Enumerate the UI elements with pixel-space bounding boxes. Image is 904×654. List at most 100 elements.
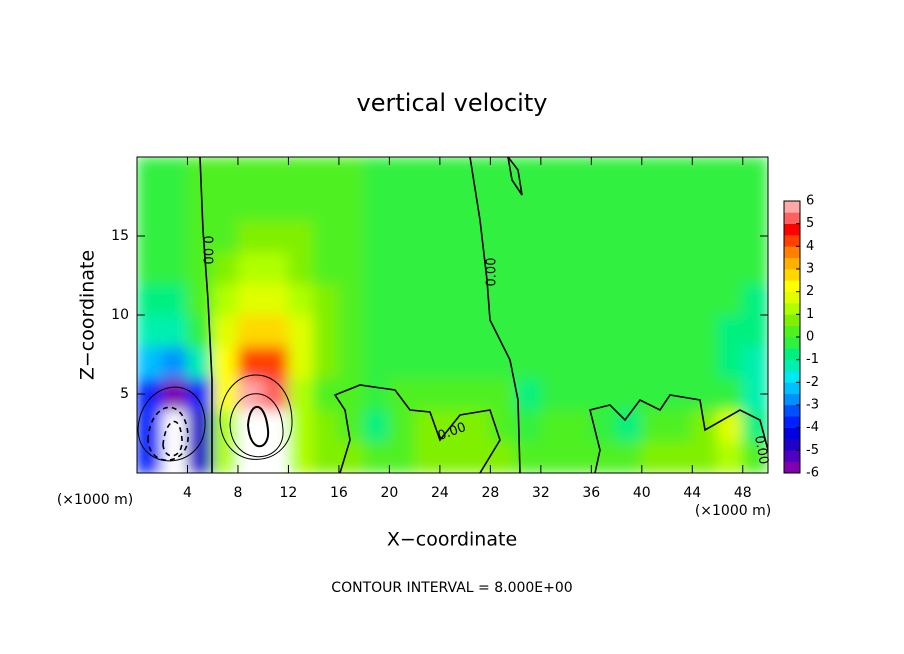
cell xyxy=(691,440,719,473)
cell xyxy=(540,377,567,411)
cell xyxy=(212,440,239,473)
cell xyxy=(540,314,567,348)
cell xyxy=(161,282,188,316)
colorbar-swatch xyxy=(784,359,800,372)
cell xyxy=(212,377,239,411)
cell xyxy=(313,188,340,221)
cell xyxy=(565,377,592,411)
cell xyxy=(742,346,768,379)
cell xyxy=(489,409,517,442)
colorbar-label: -3 xyxy=(806,398,819,413)
cell xyxy=(237,346,264,379)
cell xyxy=(212,409,239,442)
cell xyxy=(137,157,163,190)
cell xyxy=(161,409,188,442)
contour-line xyxy=(507,157,523,196)
cell xyxy=(262,251,289,284)
cell xyxy=(464,219,491,253)
cell xyxy=(262,157,289,190)
cell xyxy=(388,282,416,316)
cell xyxy=(439,314,466,348)
cell xyxy=(464,346,491,379)
cell xyxy=(338,377,365,411)
cell xyxy=(742,314,768,348)
colorbar-label: -6 xyxy=(806,466,819,481)
x-tick-label: 8 xyxy=(233,485,242,501)
cell xyxy=(742,282,768,316)
cell xyxy=(691,188,719,221)
cell xyxy=(313,377,340,411)
axes: 4 8 12 16 20 24 28 32 36 40 44 4851015-6-5-4-3-2-10… xyxy=(111,157,819,501)
cell xyxy=(464,377,491,411)
colorbar-swatch xyxy=(784,269,800,281)
cell xyxy=(237,282,264,316)
x-tick-label: 28 xyxy=(481,485,499,501)
cell xyxy=(287,377,315,411)
cell xyxy=(414,188,441,221)
colorbar-label: -4 xyxy=(806,420,819,435)
cell xyxy=(313,251,340,284)
cell xyxy=(641,346,668,379)
cell xyxy=(616,251,643,284)
cell xyxy=(414,157,441,190)
cell xyxy=(338,282,365,316)
cell xyxy=(742,188,768,221)
cell xyxy=(287,346,315,379)
cell xyxy=(237,251,264,284)
cell xyxy=(590,314,618,348)
cell xyxy=(338,440,365,473)
cell xyxy=(590,346,618,379)
cell xyxy=(515,314,542,348)
cell xyxy=(565,346,592,379)
cell xyxy=(565,251,592,284)
chart-title: vertical velocity xyxy=(357,89,548,117)
cell xyxy=(666,377,693,411)
cell xyxy=(439,251,466,284)
cell xyxy=(489,219,517,253)
colorbar-swatch xyxy=(784,212,800,224)
colorbar-swatch xyxy=(784,416,800,428)
colorbar-label: 0 xyxy=(806,330,814,345)
x-tick-label: 36 xyxy=(582,485,600,501)
cell xyxy=(717,157,744,190)
cell xyxy=(161,251,188,284)
cell xyxy=(590,409,618,442)
cell xyxy=(137,314,163,348)
plot-area xyxy=(137,157,768,473)
cell xyxy=(666,188,693,221)
cell xyxy=(641,219,668,253)
cell xyxy=(186,251,214,284)
cell xyxy=(590,282,618,316)
contours xyxy=(137,157,768,473)
cell xyxy=(237,157,264,190)
colorbar-swatch xyxy=(784,325,800,338)
cell xyxy=(717,440,744,473)
cell xyxy=(414,409,441,442)
cell xyxy=(691,219,719,253)
cell xyxy=(137,440,163,473)
cell xyxy=(565,282,592,316)
colorbar-swatch xyxy=(784,371,800,383)
cell xyxy=(590,157,618,190)
cell xyxy=(363,282,390,316)
contour-line xyxy=(147,406,189,461)
cell xyxy=(388,409,416,442)
cell xyxy=(388,377,416,411)
cell xyxy=(363,314,390,348)
cell xyxy=(287,219,315,253)
cell xyxy=(464,157,491,190)
cell xyxy=(439,377,466,411)
y-axis-label: Z−coordinate xyxy=(77,250,99,380)
cell xyxy=(313,282,340,316)
cell xyxy=(414,251,441,284)
colorbar-swatch xyxy=(784,223,800,236)
cell xyxy=(565,188,592,221)
y-tick-label: 15 xyxy=(111,228,129,244)
cell xyxy=(666,157,693,190)
cell xyxy=(262,346,289,379)
colorbar-swatch xyxy=(784,201,800,213)
cell xyxy=(212,219,239,253)
cell xyxy=(515,219,542,253)
cell xyxy=(388,440,416,473)
cell xyxy=(186,440,214,473)
